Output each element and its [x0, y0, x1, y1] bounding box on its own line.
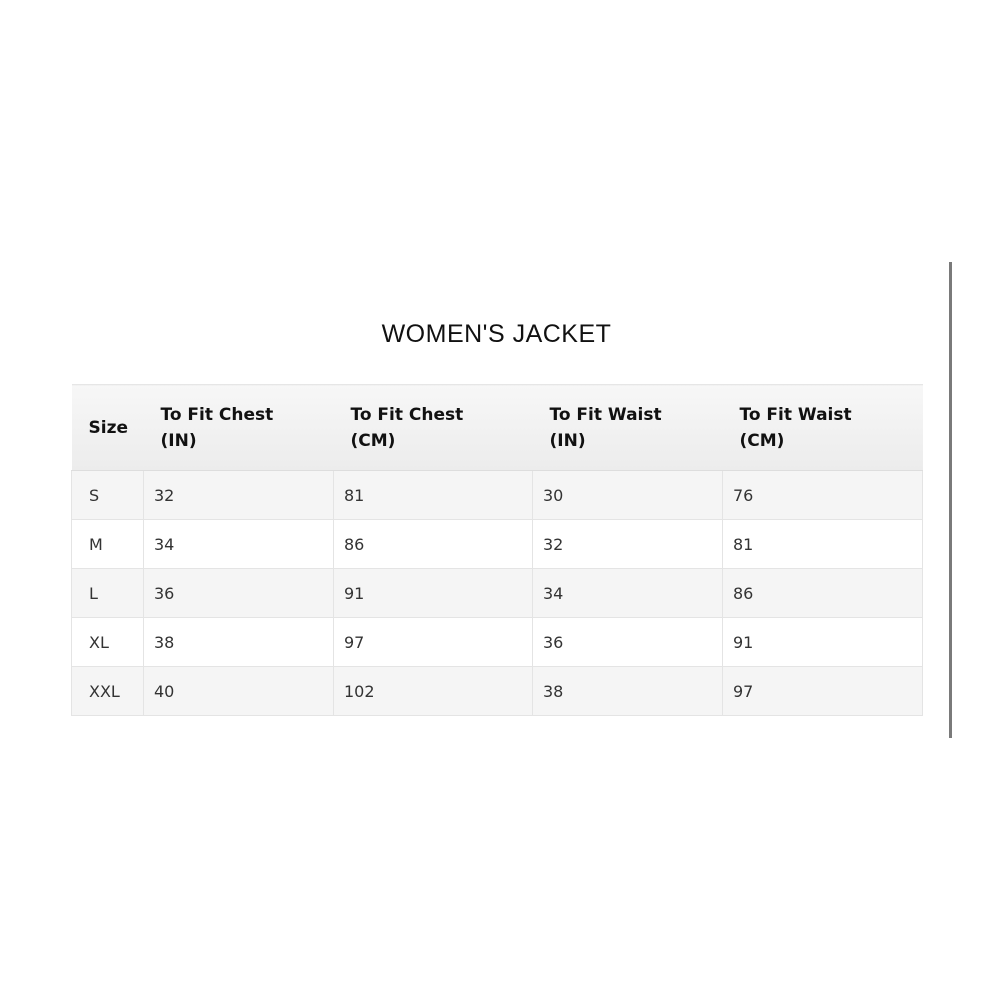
- header-line1: To Fit Waist: [549, 404, 662, 425]
- table-cell: 76: [722, 470, 923, 520]
- table-header-row: Size To Fit Chest (IN) To Fit Chest (CM) To F…: [71, 384, 923, 471]
- table-cell: 34: [532, 568, 723, 618]
- table-cell: 97: [722, 666, 923, 716]
- column-header: To Fit Chest (IN): [143, 384, 334, 471]
- table-cell: M: [71, 519, 144, 569]
- table-cell: 81: [722, 519, 923, 569]
- column-header: To Fit Chest (CM): [333, 384, 533, 471]
- table-row: M 34 86 32 81: [71, 519, 923, 569]
- table-cell: 32: [143, 470, 334, 520]
- page-title: WOMEN'S JACKET: [381, 320, 612, 348]
- column-header: Size: [71, 384, 144, 471]
- table-cell: 91: [333, 568, 533, 618]
- table-cell: 81: [333, 470, 533, 520]
- table-cell: 30: [532, 470, 723, 520]
- table-cell: 38: [532, 666, 723, 716]
- header-line2: (IN): [160, 430, 197, 451]
- header-line2: (CM): [350, 430, 396, 451]
- table-cell: S: [71, 470, 144, 520]
- table-cell: 86: [333, 519, 533, 569]
- table-row: XXL 40 102 38 97: [71, 666, 923, 716]
- scrollbar[interactable]: [949, 262, 952, 738]
- header-line1: To Fit Waist: [739, 404, 852, 425]
- table-cell: 32: [532, 519, 723, 569]
- column-header: To Fit Waist (CM): [722, 384, 923, 471]
- table-cell: 36: [143, 568, 334, 618]
- table-cell: 34: [143, 519, 334, 569]
- table-cell: 91: [722, 617, 923, 667]
- column-header: To Fit Waist (IN): [532, 384, 723, 471]
- table-cell: 86: [722, 568, 923, 618]
- table-cell: 40: [143, 666, 334, 716]
- table-cell: L: [71, 568, 144, 618]
- table-cell: 36: [532, 617, 723, 667]
- header-line2: (IN): [549, 430, 586, 451]
- header-line1: To Fit Chest: [160, 404, 274, 425]
- table-row: S 32 81 30 76: [71, 470, 923, 520]
- size-chart-table: Size To Fit Chest (IN) To Fit Chest (CM) To F…: [71, 384, 923, 716]
- header-line1: Size: [88, 417, 129, 438]
- table-cell: 38: [143, 617, 334, 667]
- table-cell: 97: [333, 617, 533, 667]
- header-line2: (CM): [739, 430, 785, 451]
- table-row: L 36 91 34 86: [71, 568, 923, 618]
- table-cell: XL: [71, 617, 144, 667]
- table-cell: XXL: [71, 666, 144, 716]
- table-cell: 102: [333, 666, 533, 716]
- header-line1: To Fit Chest: [350, 404, 464, 425]
- table-row: XL 38 97 36 91: [71, 617, 923, 667]
